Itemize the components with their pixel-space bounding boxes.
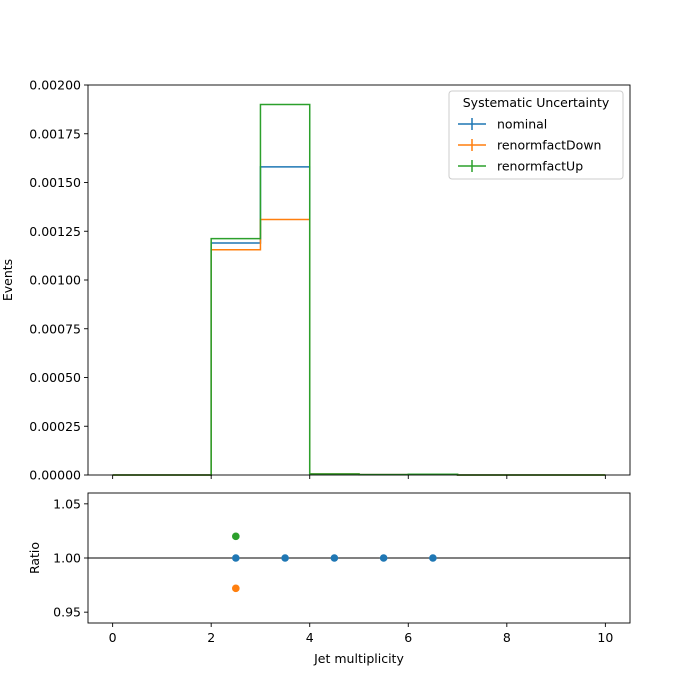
main-y-tick-label: 0.00050 bbox=[29, 370, 81, 385]
main-y-axis-label: Events bbox=[0, 259, 15, 301]
legend-box bbox=[448, 90, 624, 180]
main-y-tick-label: 0.00150 bbox=[29, 175, 81, 190]
ratio-point-nominal bbox=[379, 554, 388, 562]
ratio-y-tick-label: 1.05 bbox=[53, 496, 81, 511]
ratio-point-nominal bbox=[429, 554, 437, 562]
ratio-x-tick-label: 10 bbox=[597, 630, 613, 645]
ratio-y-axis-label: Ratio bbox=[27, 542, 42, 574]
ratio-x-tick-label: 2 bbox=[207, 630, 215, 645]
ratio-point-nominal bbox=[330, 554, 339, 562]
main-y-tick-label: 0.00075 bbox=[29, 321, 81, 336]
ratio-x-tick-label: 6 bbox=[404, 630, 412, 645]
ratio-y-tick-label: 1.00 bbox=[53, 551, 81, 566]
ratio-point-renormfactDown bbox=[232, 584, 240, 593]
legend-entry-renormfactDown: renormfactDown bbox=[497, 138, 601, 153]
ratio-x-tick-label: 4 bbox=[306, 630, 314, 645]
ratio-point-nominal bbox=[281, 554, 289, 562]
x-axis-label: Jet multiplicity bbox=[313, 651, 404, 666]
series-line-nominal bbox=[112, 166, 606, 476]
main-y-tick-label: 0.00125 bbox=[29, 224, 81, 239]
ratio-y-tick-label: 0.95 bbox=[53, 605, 81, 620]
legend-title: Systematic Uncertainty bbox=[463, 95, 610, 110]
main-y-tick-label: 0.00000 bbox=[29, 468, 81, 483]
legend: Systematic Uncertainty nominal renormfactD… bbox=[448, 90, 624, 180]
main-y-tick-label: 0.00100 bbox=[29, 273, 81, 288]
ratio-point-nominal bbox=[232, 554, 240, 562]
ratio-plot-panel: 0.95 1.00 1.05 0 2 4 6 8 10 Ratio Jet multiplicity bbox=[27, 492, 631, 666]
main-plot-panel: 0.00000 0.00025 0.00050 0.00075 0.00100 0.001… bbox=[0, 78, 631, 483]
main-y-tick-label: 0.00200 bbox=[29, 78, 81, 93]
ratio-point-renormfactUp bbox=[232, 532, 240, 541]
main-y-tick-label: 0.00175 bbox=[29, 126, 81, 141]
main-y-tick-label: 0.00025 bbox=[29, 419, 81, 434]
ratio-x-tick-label: 0 bbox=[109, 630, 117, 645]
ratio-x-tick-label: 8 bbox=[503, 630, 511, 645]
legend-entry-nominal: nominal bbox=[497, 117, 547, 132]
legend-entry-renormfactUp: renormfactUp bbox=[497, 159, 583, 174]
series-line-renormfactDown bbox=[112, 218, 606, 476]
